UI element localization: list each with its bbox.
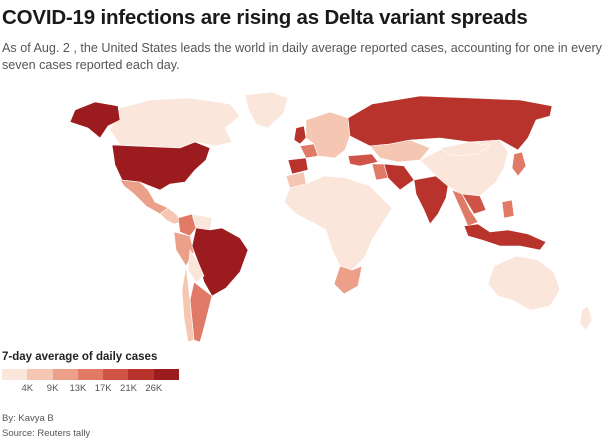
- region-uk: [293, 125, 307, 145]
- region-south-africa: [333, 265, 363, 295]
- region-russia: [347, 95, 553, 151]
- legend-tick-label: 13K: [69, 383, 87, 394]
- region-thailand: [461, 193, 487, 215]
- region-brazil: [191, 227, 249, 297]
- legend-swatch: [52, 369, 78, 380]
- region-philippines: [501, 199, 515, 219]
- legend-color-scale: [2, 369, 180, 380]
- chart-subtitle: As of Aug. 2 , the United States leads t…: [2, 41, 602, 72]
- legend-tick-label: 21K: [120, 383, 137, 394]
- legend-tick-label: 4K: [21, 383, 34, 394]
- legend-swatch: [77, 369, 104, 380]
- legend-tick-label: 26K: [145, 383, 163, 394]
- region-australia: [487, 255, 561, 311]
- source-note: Source: Reuters tally: [2, 428, 91, 439]
- chart-title: COVID-19 infections are rising as Delta …: [2, 6, 528, 29]
- legend-title: 7-day average of daily cases: [2, 351, 158, 363]
- legend-tick-labels: 4K 9K 13K 17K 21K 26K: [2, 383, 192, 395]
- legend-swatch: [103, 369, 129, 380]
- region-turkey: [347, 153, 379, 167]
- region-iran: [383, 163, 415, 191]
- region-kazakhstan: [369, 139, 431, 163]
- byline: By: Kavya B: [2, 413, 54, 424]
- region-india: [413, 175, 449, 225]
- region-chile: [181, 265, 195, 343]
- region-new-zealand: [579, 305, 593, 331]
- region-colombia: [177, 213, 197, 237]
- legend-swatch: [153, 369, 180, 380]
- region-spain: [287, 157, 309, 175]
- legend-swatch: [2, 369, 28, 380]
- legend-swatch: [27, 369, 53, 380]
- world-map: [69, 91, 593, 343]
- region-japan: [511, 151, 527, 177]
- region-indonesia: [463, 223, 547, 251]
- legend-swatch: [128, 369, 154, 380]
- region-alaska: [69, 101, 121, 139]
- region-greenland: [244, 91, 289, 129]
- region-bolivia: [187, 249, 205, 283]
- legend-tick-label: 17K: [94, 383, 112, 394]
- region-africa: [283, 175, 393, 271]
- region-canada: [109, 97, 241, 149]
- region-europe: [305, 111, 351, 159]
- legend-tick-label: 9K: [46, 383, 59, 394]
- region-mongolia: [439, 141, 491, 157]
